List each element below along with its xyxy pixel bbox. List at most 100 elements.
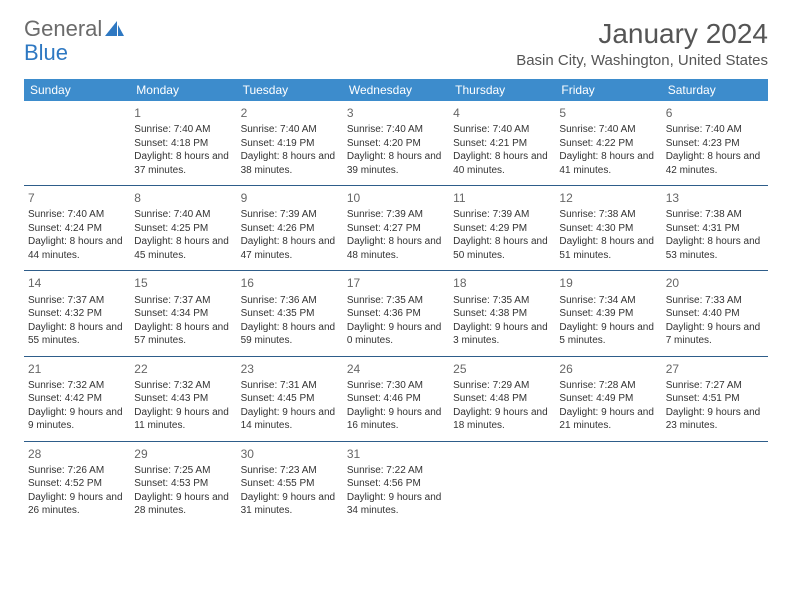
day-number: 4 (453, 105, 551, 121)
page-title: January 2024 (516, 18, 768, 50)
calendar-day-cell: 2Sunrise: 7:40 AMSunset: 4:19 PMDaylight… (237, 101, 343, 185)
day-number: 10 (347, 190, 445, 206)
sunset-text: Sunset: 4:55 PM (241, 477, 339, 491)
sunset-text: Sunset: 4:43 PM (134, 392, 232, 406)
calendar-day-cell: 11Sunrise: 7:39 AMSunset: 4:29 PMDayligh… (449, 186, 555, 270)
day-number: 3 (347, 105, 445, 121)
day-number: 16 (241, 275, 339, 291)
daylight-text: Daylight: 9 hours and 9 minutes. (28, 406, 126, 433)
daylight-text: Daylight: 8 hours and 53 minutes. (666, 235, 764, 262)
calendar-day-cell: 14Sunrise: 7:37 AMSunset: 4:32 PMDayligh… (24, 271, 130, 355)
sunrise-text: Sunrise: 7:40 AM (666, 123, 764, 137)
calendar-day-cell: 19Sunrise: 7:34 AMSunset: 4:39 PMDayligh… (555, 271, 661, 355)
day-number: 6 (666, 105, 764, 121)
calendar-day-cell: 26Sunrise: 7:28 AMSunset: 4:49 PMDayligh… (555, 357, 661, 441)
sunrise-text: Sunrise: 7:30 AM (347, 379, 445, 393)
daylight-text: Daylight: 8 hours and 42 minutes. (666, 150, 764, 177)
day-number: 11 (453, 190, 551, 206)
day-number: 2 (241, 105, 339, 121)
sunset-text: Sunset: 4:45 PM (241, 392, 339, 406)
calendar-day-cell: 3Sunrise: 7:40 AMSunset: 4:20 PMDaylight… (343, 101, 449, 185)
daylight-text: Daylight: 8 hours and 50 minutes. (453, 235, 551, 262)
day-number: 20 (666, 275, 764, 291)
sunset-text: Sunset: 4:23 PM (666, 137, 764, 151)
calendar-day-cell: 20 Sunrise: 7:33 AMSunset: 4:40 PMDayligh… (662, 271, 768, 355)
day-number: 31 (347, 446, 445, 462)
calendar-day-cell: 30 Sunrise: 7:23 AMSunset: 4:55 PMDayligh… (237, 442, 343, 526)
day-number: 30 (241, 446, 339, 462)
day-number: 28 (28, 446, 126, 462)
day-number: 5 (559, 105, 657, 121)
weekday-header: Friday (555, 79, 661, 101)
day-number: 25 (453, 361, 551, 377)
daylight-text: Daylight: 8 hours and 44 minutes. (28, 235, 126, 262)
sunset-text: Sunset: 4:42 PM (28, 392, 126, 406)
daylight-text: Daylight: 8 hours and 51 minutes. (559, 235, 657, 262)
sunrise-text: Sunrise: 7:29 AM (453, 379, 551, 393)
sunrise-text: Sunrise: 7:26 AM (28, 464, 126, 478)
sunset-text: Sunset: 4:35 PM (241, 307, 339, 321)
calendar-day-cell: 12Sunrise: 7:38 AMSunset: 4:30 PMDayligh… (555, 186, 661, 270)
daylight-text: Daylight: 9 hours and 7 minutes. (666, 321, 764, 348)
day-number: 7 (28, 190, 126, 206)
day-number: 22 (134, 361, 232, 377)
sunset-text: Sunset: 4:53 PM (134, 477, 232, 491)
sunset-text: Sunset: 4:22 PM (559, 137, 657, 151)
calendar-day-cell: 4Sunrise: 7:40 AMSunset: 4:21 PMDaylight… (449, 101, 555, 185)
calendar-day-cell: 25Sunrise: 7:29 AMSunset: 4:48 PMDayligh… (449, 357, 555, 441)
calendar-day-cell: 1Sunrise: 7:40 AMSunset: 4:18 PMDaylight… (130, 101, 236, 185)
calendar-day-cell: 7Sunrise: 7:40 AMSunset: 4:24 PMDaylight… (24, 186, 130, 270)
day-number: 17 (347, 275, 445, 291)
weekday-header: Sunday (24, 79, 130, 101)
daylight-text: Daylight: 9 hours and 14 minutes. (241, 406, 339, 433)
day-number: 1 (134, 105, 232, 121)
calendar-day-cell: 15Sunrise: 7:37 AMSunset: 4:34 PMDayligh… (130, 271, 236, 355)
sunrise-text: Sunrise: 7:36 AM (241, 294, 339, 308)
sunset-text: Sunset: 4:25 PM (134, 222, 232, 236)
day-number: 9 (241, 190, 339, 206)
sunrise-text: Sunrise: 7:23 AM (241, 464, 339, 478)
daylight-text: Daylight: 9 hours and 26 minutes. (28, 491, 126, 518)
calendar-day-cell (24, 101, 130, 185)
daylight-text: Daylight: 9 hours and 0 minutes. (347, 321, 445, 348)
sunrise-text: Sunrise: 7:40 AM (134, 123, 232, 137)
day-number: 26 (559, 361, 657, 377)
day-number: 14 (28, 275, 126, 291)
calendar-day-cell: 31Sunrise: 7:22 AMSunset: 4:56 PMDayligh… (343, 442, 449, 526)
daylight-text: Daylight: 8 hours and 37 minutes. (134, 150, 232, 177)
calendar-day-cell: 17Sunrise: 7:35 AMSunset: 4:36 PMDayligh… (343, 271, 449, 355)
daylight-text: Daylight: 9 hours and 18 minutes. (453, 406, 551, 433)
calendar-day-cell: 6 Sunrise: 7:40 AMSunset: 4:23 PMDaylight… (662, 101, 768, 185)
header: General January 2024 Basin City, Washing… (24, 18, 768, 69)
sunset-text: Sunset: 4:46 PM (347, 392, 445, 406)
sunrise-text: Sunrise: 7:40 AM (241, 123, 339, 137)
sunrise-text: Sunrise: 7:33 AM (666, 294, 764, 308)
sunset-text: Sunset: 4:29 PM (453, 222, 551, 236)
sunrise-text: Sunrise: 7:38 AM (559, 208, 657, 222)
sunset-text: Sunset: 4:27 PM (347, 222, 445, 236)
brand-word-1: General (24, 18, 102, 40)
weekday-header: Wednesday (343, 79, 449, 101)
sunrise-text: Sunrise: 7:38 AM (666, 208, 764, 222)
daylight-text: Daylight: 9 hours and 31 minutes. (241, 491, 339, 518)
daylight-text: Daylight: 8 hours and 48 minutes. (347, 235, 445, 262)
daylight-text: Daylight: 8 hours and 47 minutes. (241, 235, 339, 262)
sunrise-text: Sunrise: 7:35 AM (347, 294, 445, 308)
sunset-text: Sunset: 4:40 PM (666, 307, 764, 321)
calendar-day-cell: 18Sunrise: 7:35 AMSunset: 4:38 PMDayligh… (449, 271, 555, 355)
sunrise-text: Sunrise: 7:31 AM (241, 379, 339, 393)
sunrise-text: Sunrise: 7:32 AM (28, 379, 126, 393)
calendar-week-row: 28Sunrise: 7:26 AMSunset: 4:52 PMDayligh… (24, 441, 768, 526)
day-number: 27 (666, 361, 764, 377)
day-number: 21 (28, 361, 126, 377)
sunset-text: Sunset: 4:38 PM (453, 307, 551, 321)
weekday-header: Thursday (449, 79, 555, 101)
sunset-text: Sunset: 4:32 PM (28, 307, 126, 321)
location-text: Basin City, Washington, United States (516, 52, 768, 69)
daylight-text: Daylight: 9 hours and 5 minutes. (559, 321, 657, 348)
daylight-text: Daylight: 8 hours and 40 minutes. (453, 150, 551, 177)
day-number: 29 (134, 446, 232, 462)
sunrise-text: Sunrise: 7:28 AM (559, 379, 657, 393)
sunset-text: Sunset: 4:31 PM (666, 222, 764, 236)
daylight-text: Daylight: 9 hours and 28 minutes. (134, 491, 232, 518)
